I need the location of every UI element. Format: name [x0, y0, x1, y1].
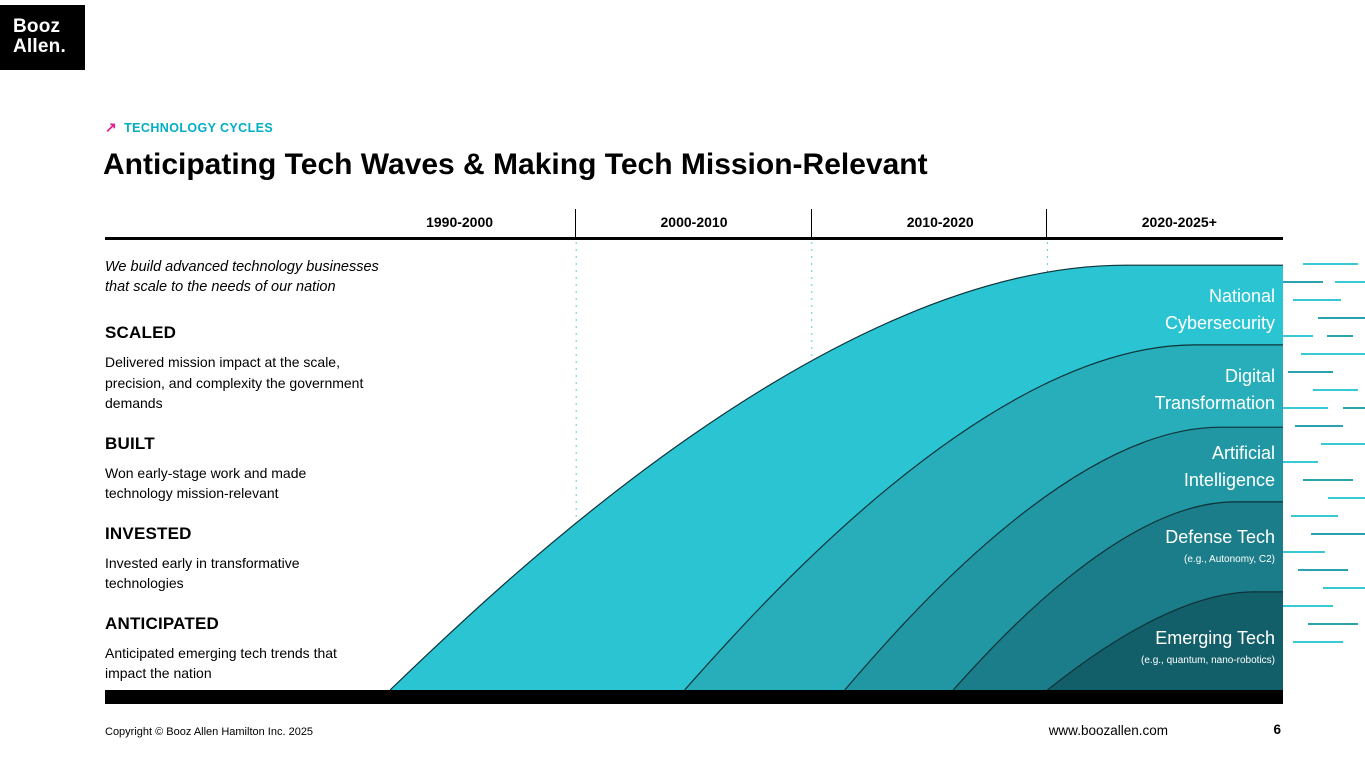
logo-line-1: Booz	[13, 16, 61, 37]
axis-label-2010-2020: 2010-2020	[906, 214, 974, 230]
intro-line-1: We build advanced technology businesses	[105, 259, 379, 275]
wave-outline-0	[389, 264, 1283, 690]
series-name: Emerging Tech	[1155, 628, 1275, 648]
left-column: We build advanced technology businesses …	[105, 257, 385, 704]
wave-label-digital-transformation: Digital Transformation	[1123, 363, 1275, 417]
series-name: Artificial Intelligence	[1183, 443, 1275, 490]
decorative-dash-pattern	[1283, 263, 1365, 643]
waves-svg	[389, 242, 1283, 690]
section-eyebrow: ↗ TECHNOLOGY CYCLES	[105, 119, 273, 136]
stage-heading-invested: INVESTED	[105, 523, 192, 543]
wave-outline-1	[684, 344, 1283, 690]
waves-plot-area: National Cybersecurity Digital Transform…	[105, 240, 1283, 690]
stage-heading-scaled: SCALED	[105, 323, 177, 342]
booz-allen-logo: Booz Allen.	[0, 5, 85, 70]
axis-tick	[1046, 209, 1048, 237]
axis-tick	[810, 209, 812, 237]
tech-waves-chart: 1990-2000 2000-2010 2010-2020 2020-2025+…	[105, 209, 1283, 704]
copyright-text: Copyright © Booz Allen Hamilton Inc. 202…	[105, 726, 314, 738]
wave-label-national-cybersecurity: National Cybersecurity	[1123, 283, 1275, 337]
timeline-axis-labels: 1990-2000 2000-2010 2010-2020 2020-2025+	[105, 209, 1283, 237]
logo-line-2: Allen.	[13, 36, 66, 57]
website-link[interactable]: www.boozallen.com	[1048, 723, 1168, 738]
stage-body-built: Won early-stage work and made technology…	[105, 464, 307, 502]
wave-label-emerging-tech: Emerging Tech (e.g., quantum, nano-robot…	[1141, 625, 1275, 666]
wave-outline-2	[844, 426, 1283, 690]
stage-body-anticipated: Anticipated emerging tech trends that im…	[105, 644, 337, 682]
wave-outline-4	[1047, 591, 1283, 690]
wave-outline-3	[952, 501, 1283, 690]
stage-heading-anticipated: ANTICIPATED	[105, 613, 219, 633]
series-sublabel: (e.g., Autonomy, C2)	[1184, 554, 1275, 565]
series-sublabel: (e.g., quantum, nano-robotics)	[1141, 655, 1275, 666]
wave-band-4	[1047, 591, 1283, 690]
arrow-up-right-icon: ↗	[105, 119, 118, 135]
series-name: Defense Tech	[1165, 527, 1275, 547]
axis-label-2020-2025: 2020-2025+	[1141, 214, 1217, 230]
intro-line-2: that scale to the needs of our nation	[105, 279, 336, 295]
intro-statement: We build advanced technology businesses …	[105, 257, 385, 297]
axis-tick	[575, 209, 577, 237]
page-number: 6	[1273, 722, 1281, 737]
axis-label-2000-2010: 2000-2010	[660, 214, 728, 230]
wave-label-artificial-intelligence: Artificial Intelligence	[1123, 440, 1275, 494]
stage-heading-built: BUILT	[105, 433, 155, 453]
timeline-axis-line	[105, 237, 1283, 240]
series-name: National Cybersecurity	[1164, 286, 1275, 333]
series-name: Digital Transformation	[1154, 366, 1275, 413]
chart-baseline-bar	[105, 690, 1283, 704]
wave-label-defense-tech: Defense Tech (e.g., Autonomy, C2)	[1165, 524, 1275, 565]
page-title: Anticipating Tech Waves & Making Tech Mi…	[103, 148, 928, 181]
stage-body-scaled: Delivered mission impact at the scale, p…	[105, 354, 364, 411]
stage-body-invested: Invested early in transformative technol…	[105, 554, 300, 592]
axis-label-1990-2000: 1990-2000	[426, 214, 494, 230]
eyebrow-label: TECHNOLOGY CYCLES	[124, 121, 274, 135]
